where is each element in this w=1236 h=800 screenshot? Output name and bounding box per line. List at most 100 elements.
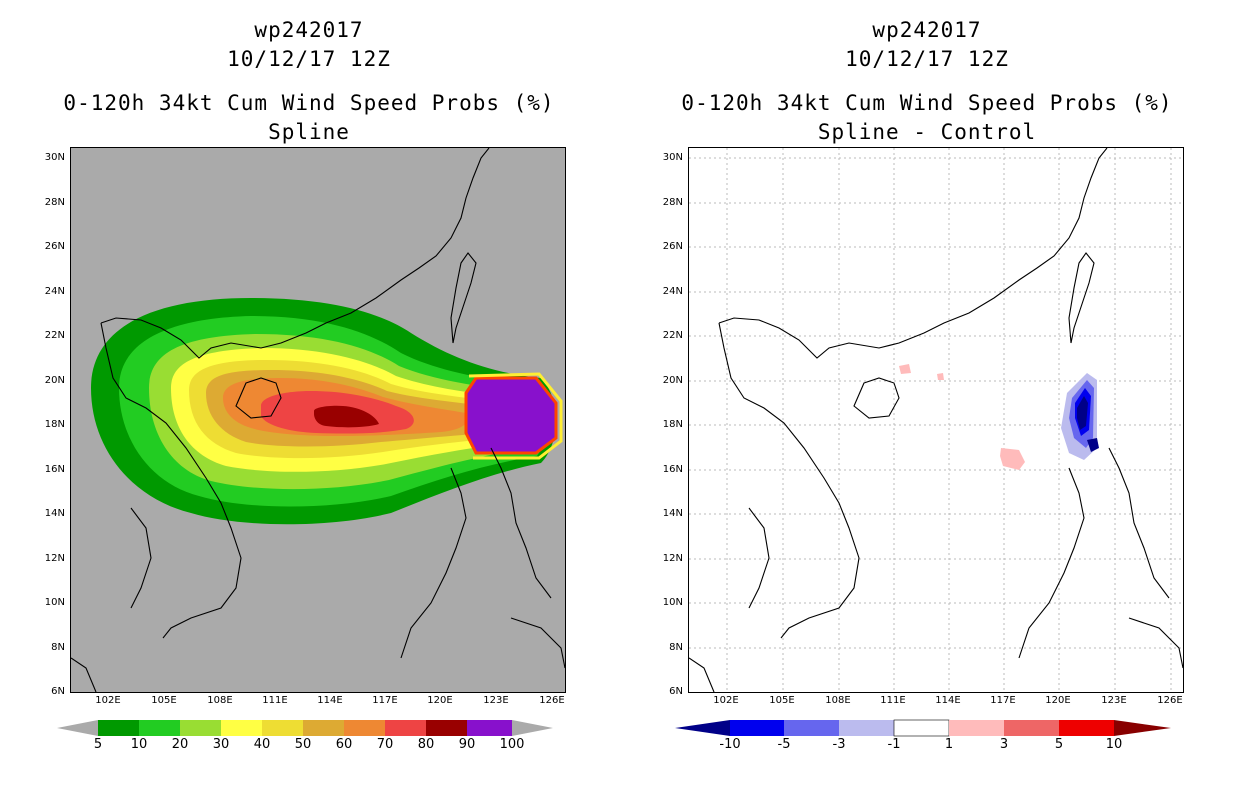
colorbar-label: 5	[93, 737, 103, 752]
colorbar-label: 3	[999, 737, 1009, 752]
lat-label: 16N	[662, 464, 683, 475]
lat-label: 20N	[44, 375, 65, 386]
colorbar-label: -10	[719, 737, 741, 752]
lat-label: 14N	[44, 508, 65, 519]
product-title: 0-120h 34kt Cum Wind Speed Probs (%)	[63, 91, 555, 115]
colorbar-label: 10	[1105, 737, 1123, 752]
lat-label: 26N	[44, 241, 65, 252]
lat-label: 30N	[662, 152, 683, 163]
colorbar-cell	[426, 720, 467, 736]
lat-label: 18N	[662, 419, 683, 430]
coastlines	[689, 148, 1183, 692]
lon-label: 117E	[990, 695, 1016, 706]
left-panel: wp242017 10/12/17 12Z 0-120h 34kt Cum Wi…	[44, 18, 566, 752]
colorbar-cell	[221, 720, 262, 736]
right-panel: wp242017 10/12/17 12Z 0-120h 34kt Cum Wi…	[618, 0, 1236, 800]
lon-label: 126E	[1157, 695, 1183, 706]
diff-negative-blob	[1087, 438, 1099, 452]
band-100	[464, 376, 558, 455]
colorbar-label: 50	[294, 737, 312, 752]
lon-label: 108E	[207, 695, 233, 706]
lat-label: 8N	[51, 642, 65, 653]
colorbar-label: -5	[777, 737, 791, 752]
lon-label: 114E	[935, 695, 961, 706]
colorbar-label: -1	[887, 737, 901, 752]
colorbar-cell	[98, 720, 139, 736]
lon-label: 114E	[317, 695, 343, 706]
colorbar-cell	[303, 720, 344, 736]
colorbar-label: 40	[253, 737, 271, 752]
lon-label: 102E	[95, 695, 121, 706]
colorbar-cell	[385, 720, 426, 736]
colorbar-cell	[893, 719, 950, 737]
lon-label: 123E	[483, 695, 509, 706]
colorbar-label: -3	[832, 737, 846, 752]
diff-negative-blob	[1077, 396, 1088, 430]
colorbar-cell	[949, 720, 1004, 736]
lon-label: 105E	[151, 695, 177, 706]
grid-lines	[689, 148, 1183, 692]
lon-label: 120E	[427, 695, 453, 706]
lon-label: 111E	[262, 695, 288, 706]
lat-label: 28N	[662, 197, 683, 208]
lat-label: 16N	[44, 464, 65, 475]
lat-label: 10N	[44, 597, 65, 608]
lon-label: 126E	[539, 695, 565, 706]
colorbar-label: 20	[171, 737, 189, 752]
colorbar	[675, 719, 1171, 737]
difference-map	[688, 147, 1184, 693]
colorbar	[57, 720, 553, 736]
colorbar-high-arrow	[512, 720, 553, 736]
lon-label: 111E	[880, 695, 906, 706]
lat-label: 24N	[662, 286, 683, 297]
colorbar-label: 100	[499, 737, 525, 752]
colorbar-cell	[467, 720, 512, 736]
lat-label: 18N	[44, 419, 65, 430]
colorbar-label: 10	[130, 737, 148, 752]
lat-label: 6N	[669, 686, 683, 697]
colorbar-label: 30	[212, 737, 230, 752]
colorbar-cell	[784, 720, 839, 736]
lat-label: 10N	[662, 597, 683, 608]
product-title: 0-120h 34kt Cum Wind Speed Probs (%)	[681, 91, 1173, 115]
difference-map-svg	[689, 148, 1183, 692]
lat-label: 12N	[44, 553, 65, 564]
colorbar-label: 80	[417, 737, 435, 752]
lat-label: 26N	[662, 241, 683, 252]
colorbar-cell	[839, 720, 894, 736]
lat-label: 30N	[44, 152, 65, 163]
probability-map-svg	[71, 148, 565, 692]
band-100-edge	[468, 372, 563, 460]
colorbar-label: 90	[458, 737, 476, 752]
lon-label: 102E	[713, 695, 739, 706]
colorbar-cell	[262, 720, 303, 736]
storm-id: wp242017	[872, 18, 982, 42]
colorbar-low-arrow	[57, 720, 98, 736]
band-80	[314, 405, 379, 428]
colorbar-cell	[344, 720, 385, 736]
diff-positive-blob	[937, 373, 944, 380]
lat-label: 20N	[662, 375, 683, 386]
lat-label: 22N	[44, 330, 65, 341]
colorbar-high-arrow	[1114, 720, 1171, 736]
lat-label: 24N	[44, 286, 65, 297]
lat-label: 6N	[51, 686, 65, 697]
colorbar-cell	[730, 720, 784, 736]
diff-positive-blob	[899, 364, 911, 374]
colorbar-label: 70	[376, 737, 394, 752]
storm-id: wp242017	[254, 18, 364, 42]
probability-map	[70, 147, 566, 693]
datetime: 10/12/17 12Z	[845, 47, 1009, 71]
lat-label: 12N	[662, 553, 683, 564]
datetime: 10/12/17 12Z	[227, 47, 391, 71]
lat-label: 14N	[662, 508, 683, 519]
lon-label: 105E	[769, 695, 795, 706]
lon-label: 117E	[372, 695, 398, 706]
colorbar-cell	[180, 720, 221, 736]
colorbar-cell	[1004, 720, 1059, 736]
coastlines	[71, 148, 565, 692]
lat-label: 22N	[662, 330, 683, 341]
colorbar-label: 60	[335, 737, 353, 752]
lon-label: 108E	[825, 695, 851, 706]
colorbar-low-arrow	[675, 720, 730, 736]
